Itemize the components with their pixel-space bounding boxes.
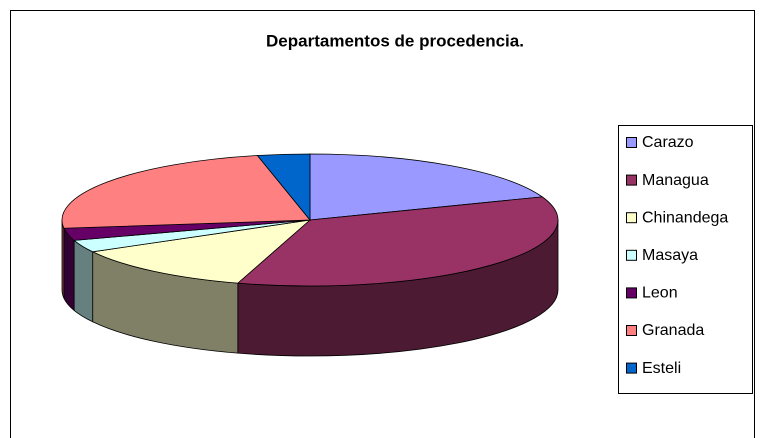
legend-label: Masaya	[642, 247, 698, 264]
legend-label: Chinandega	[642, 209, 728, 226]
slice	[309, 153, 544, 221]
slice	[91, 219, 312, 284]
legend-label: Managua	[642, 172, 709, 189]
chart-title: Departamentos de procedencia.	[266, 31, 524, 50]
legend-swatch	[626, 249, 637, 261]
legend-box	[618, 125, 753, 394]
legend-swatch	[626, 362, 637, 374]
slice	[256, 153, 311, 222]
legend-label: Granada	[642, 322, 704, 339]
legend-label: Carazo	[642, 134, 694, 151]
slice	[236, 196, 559, 287]
legend-label: Leon	[642, 285, 678, 302]
slice-side	[61, 219, 65, 299]
slice-side	[73, 239, 94, 323]
legend-swatch	[626, 287, 637, 299]
legend-swatch	[626, 212, 637, 224]
legend-swatch	[626, 325, 637, 336]
legend-label: Esteli	[642, 360, 681, 377]
legend-swatch	[626, 137, 637, 148]
slice	[61, 155, 311, 229]
legend-swatch	[626, 174, 637, 186]
slice-side	[63, 228, 75, 312]
